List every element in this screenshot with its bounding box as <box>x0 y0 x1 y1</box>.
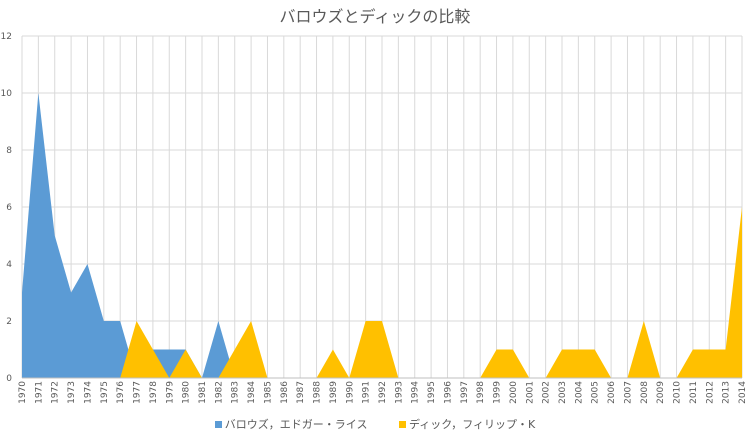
x-tick-label-1983: 1983 <box>231 381 241 404</box>
y-tick-label-6: 6 <box>6 203 12 213</box>
x-tick-label-2014: 2014 <box>738 381 748 404</box>
y-tick-label-0: 0 <box>6 374 12 384</box>
x-tick-label-1972: 1972 <box>51 381 61 404</box>
legend-item-dick: ディック，フィリップ・K <box>398 416 536 432</box>
x-tick-label-1973: 1973 <box>67 381 77 404</box>
x-tick-label-1986: 1986 <box>280 381 290 404</box>
x-tick-label-1994: 1994 <box>411 381 421 404</box>
x-tick-label-2004: 2004 <box>574 381 584 404</box>
x-tick-label-1999: 1999 <box>493 381 503 404</box>
x-tick-label-1991: 1991 <box>362 381 372 404</box>
x-tick-label-1997: 1997 <box>460 381 470 404</box>
x-tick-label-1993: 1993 <box>394 381 404 404</box>
x-tick-label-1975: 1975 <box>100 381 110 404</box>
x-tick-label-2011: 2011 <box>689 381 699 404</box>
area-series-1 <box>22 207 742 378</box>
x-tick-label-1992: 1992 <box>378 381 388 404</box>
x-tick-label-1989: 1989 <box>329 381 339 404</box>
x-tick-label-1990: 1990 <box>345 381 355 404</box>
legend-label-dick: ディック，フィリップ・K <box>408 418 536 431</box>
x-tick-label-1985: 1985 <box>263 381 273 404</box>
x-tick-label-1984: 1984 <box>247 381 257 404</box>
x-tick-label-2001: 2001 <box>525 381 535 404</box>
x-tick-label-2000: 2000 <box>509 381 519 404</box>
legend-item-burroughs: バロウズ，エドガー・ライス <box>214 416 368 432</box>
x-tick-label-2007: 2007 <box>623 381 633 404</box>
x-tick-label-1988: 1988 <box>313 381 323 404</box>
x-tick-label-1995: 1995 <box>427 381 437 404</box>
x-tick-label-1987: 1987 <box>296 381 306 404</box>
legend-label-burroughs: バロウズ，エドガー・ライス <box>224 418 368 431</box>
x-tick-label-1979: 1979 <box>165 381 175 404</box>
y-tick-label-2: 2 <box>6 317 12 327</box>
chart-legend: バロウズ，エドガー・ライス ディック，フィリップ・K <box>0 416 750 432</box>
chart-title: バロウズとディックの比較 <box>279 7 471 26</box>
x-tick-label-1974: 1974 <box>83 381 93 404</box>
x-tick-label-1970: 1970 <box>18 381 28 404</box>
x-tick-label-1977: 1977 <box>133 381 143 404</box>
x-tick-label-2003: 2003 <box>558 381 568 404</box>
x-tick-label-1981: 1981 <box>198 381 208 404</box>
x-tick-label-1978: 1978 <box>149 381 159 404</box>
x-tick-label-2009: 2009 <box>656 381 666 404</box>
x-tick-label-2013: 2013 <box>722 381 732 404</box>
x-tick-label-1996: 1996 <box>443 381 453 404</box>
area-series-0 <box>22 93 742 378</box>
y-tick-label-4: 4 <box>6 260 12 270</box>
x-tick-label-1998: 1998 <box>476 381 486 404</box>
x-tick-label-1980: 1980 <box>182 381 192 404</box>
x-tick-label-2005: 2005 <box>591 381 601 404</box>
x-tick-label-1982: 1982 <box>214 381 224 404</box>
y-tick-label-8: 8 <box>6 146 12 156</box>
legend-swatch-dick <box>398 420 406 428</box>
x-tick-label-2006: 2006 <box>607 381 617 404</box>
x-tick-label-2012: 2012 <box>705 381 715 404</box>
x-tick-label-2010: 2010 <box>673 381 683 404</box>
x-tick-label-2002: 2002 <box>542 381 552 404</box>
x-tick-label-1971: 1971 <box>34 381 44 404</box>
y-tick-label-10: 10 <box>1 89 13 99</box>
x-tick-label-1976: 1976 <box>116 381 126 404</box>
y-tick-label-12: 12 <box>1 32 12 42</box>
legend-swatch-burroughs <box>214 420 222 428</box>
x-tick-label-2008: 2008 <box>640 381 650 404</box>
